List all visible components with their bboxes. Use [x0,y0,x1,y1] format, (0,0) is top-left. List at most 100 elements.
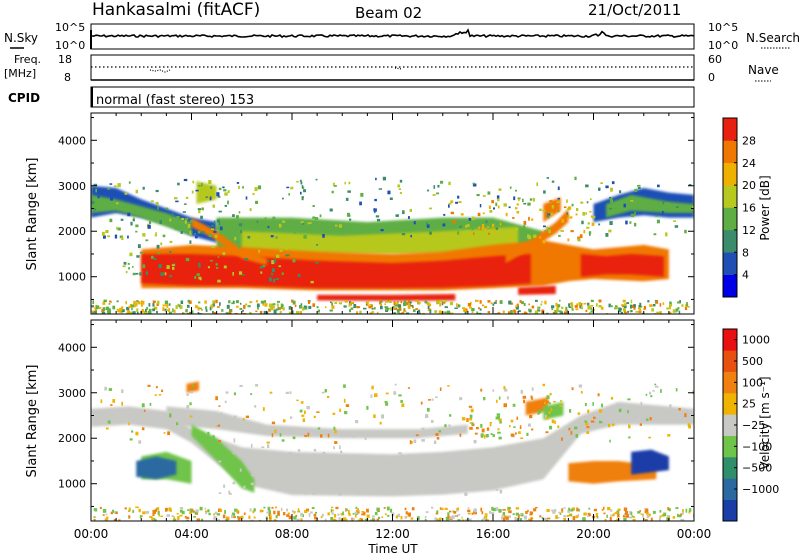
vel-mid-speckle [250,443,253,448]
power-low-speckle [579,305,582,309]
blue-right [631,449,669,475]
vel-high-speckle [586,431,590,434]
vel-low-speckle [237,516,241,521]
power-low-speckle [209,306,212,311]
vel-low-speckle [407,512,411,517]
power-high-speckle [536,182,539,187]
power-high-speckle [282,197,284,200]
vel-low-speckle [680,513,683,516]
green-arc [191,424,255,493]
vel-low-speckle [563,507,566,509]
vel-low-speckle [265,516,268,519]
vel-high-speckle [283,419,286,423]
power-high-speckle [442,223,446,227]
power-low-speckle [249,311,251,314]
power-low-speckle [373,307,376,310]
vel-low-speckle [176,513,179,515]
vel-high-speckle [220,412,223,417]
power-low-speckle [615,305,618,309]
power-high-speckle [310,224,313,228]
power-high-speckle [630,213,634,218]
power-high-speckle [157,206,159,210]
power-mid-speckle [151,255,154,259]
vel-low-speckle [617,508,621,511]
power-mid-r-speckle [546,226,549,229]
vel-low-speckle [561,508,564,512]
power-high-speckle [487,191,491,195]
power-high-speckle [200,215,203,220]
vel-high-speckle [233,438,236,443]
power-mid-speckle [310,222,312,224]
vel-low-speckle [457,519,461,521]
power-high-speckle [142,186,145,190]
vel-low-speckle [268,507,271,511]
power-high-speckle [93,183,98,186]
power-mid-r-speckle [482,195,486,197]
power-high-speckle [211,224,214,227]
vel-high-speckle [435,433,439,436]
power-low-speckle [478,307,480,310]
noise-left-label: N.Sky [4,31,38,45]
power-high-speckle [219,226,223,231]
vel-mid-speckle [414,463,418,466]
vel-mid-r-speckle [468,405,473,408]
vel-high-speckle [121,401,123,406]
vel-mid-r-speckle [470,408,474,413]
vel-low-speckle [314,516,317,520]
vel-high-speckle [186,393,189,396]
power-high-speckle [135,224,139,228]
vel-low-speckle [331,509,334,512]
vel-low-speckle [405,511,408,515]
power-mid-r-speckle [487,232,490,235]
power-low-speckle [565,306,568,310]
power-low-speckle [262,301,265,306]
power-high-speckle [197,185,201,187]
power-low-speckle [239,302,242,305]
power-low-speckle [541,301,543,303]
power-low-speckle [493,301,497,304]
power-mid-speckle [311,238,315,242]
vel-low-speckle [622,515,626,518]
power-mid-speckle [215,263,218,266]
power-low-speckle [243,305,246,309]
power-high-speckle [212,204,215,208]
power-high-speckle [177,182,180,186]
power-low-speckle [407,300,411,303]
vel-low-speckle [233,516,236,519]
vel-low-speckle [275,515,278,519]
power-high-speckle [301,185,304,189]
vel-low-speckle [113,510,116,513]
vel-low-speckle [508,510,512,514]
power-mid-speckle [262,265,266,268]
vel-mid-r-speckle [553,401,556,403]
velocity-colorbar-seg-6 [723,371,737,394]
power-high-speckle [218,210,222,213]
vel-mid-speckle [322,451,326,454]
vel-low-speckle [609,516,612,521]
power-low-speckle [492,303,495,306]
power-mid-speckle [208,225,210,228]
power-mid-r-speckle [477,212,481,217]
vel-high-speckle [421,439,425,442]
vel-low-speckle [501,516,503,520]
power-low-speckle [215,299,218,304]
vel-low-speckle [271,506,274,509]
noise-tick-right-top: 10^5 [708,21,738,34]
vel-low-speckle [455,510,459,512]
power-high-speckle [432,194,436,196]
power-low-speckle [272,306,275,309]
vel-low-speckle [102,514,105,516]
power-mid-r-speckle [587,222,590,225]
power-ytick-0: 1000 [58,271,86,284]
vel-high-speckle [216,422,218,426]
power-high-speckle [600,182,603,184]
vel-low-speckle [395,515,398,519]
power-high-speckle [154,234,157,237]
vel-low-speckle [214,511,218,514]
power-high-speckle [338,224,342,228]
vel-low-speckle [376,507,380,512]
vel-low-speckle [629,511,632,513]
power-low-speckle [228,311,232,314]
vel-low-speckle [132,509,135,513]
vel-high-speckle [530,395,533,399]
